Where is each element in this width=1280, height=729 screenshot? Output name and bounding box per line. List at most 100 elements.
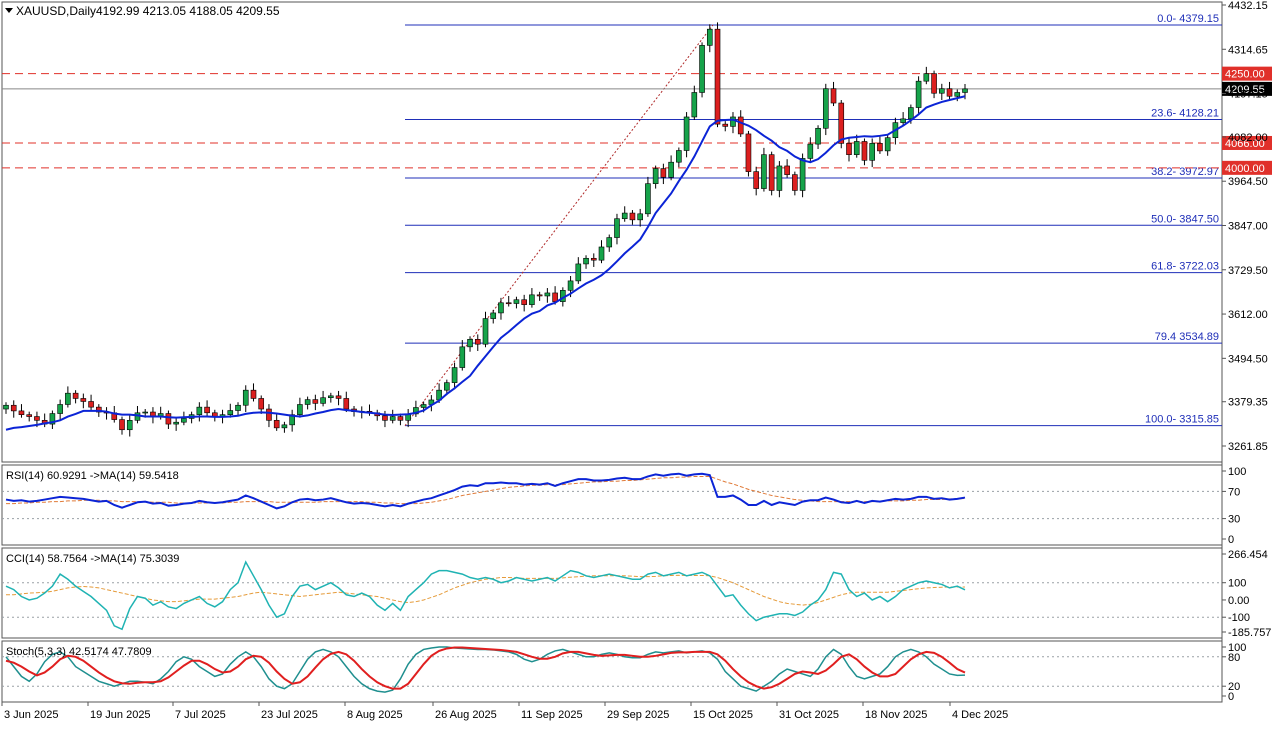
rsi-tick-label: 100 bbox=[1228, 466, 1246, 478]
candle-body bbox=[884, 137, 891, 152]
candle-body bbox=[389, 416, 396, 421]
candle-body bbox=[498, 302, 504, 314]
time-tick-label: 29 Sep 2025 bbox=[607, 709, 669, 721]
candle-body bbox=[652, 168, 659, 184]
time-tick-label: 3 Jun 2025 bbox=[4, 709, 58, 721]
candle-body bbox=[691, 92, 698, 118]
candle-body bbox=[513, 299, 520, 304]
candle-body bbox=[235, 404, 241, 411]
time-tick-label: 8 Aug 2025 bbox=[347, 709, 403, 721]
level-tag bbox=[1222, 135, 1272, 150]
fib-label: 79.4 3534.89 bbox=[1155, 331, 1219, 343]
candle-body bbox=[482, 318, 489, 345]
candle-body bbox=[799, 158, 806, 191]
rsi-tick-label: 0 bbox=[1228, 534, 1234, 546]
price-tick-label: 4197.15 bbox=[1228, 89, 1268, 101]
level-tag-label: 4066.00 bbox=[1225, 138, 1265, 150]
candle-body bbox=[34, 416, 40, 421]
stoch-label: Stoch(5,3,3) 42.5174 47.7809 bbox=[6, 646, 152, 658]
candle-body bbox=[753, 171, 759, 189]
cci-tick-label: -185.757 bbox=[1228, 627, 1271, 639]
cci-tick-label: -100 bbox=[1228, 612, 1250, 624]
current-price-tag bbox=[1222, 81, 1272, 96]
candle-body bbox=[730, 116, 736, 127]
price-tick-label: 3494.50 bbox=[1228, 353, 1268, 365]
candle-body bbox=[714, 28, 721, 125]
candle-body bbox=[451, 367, 458, 383]
candle-body bbox=[65, 392, 71, 405]
candle-body bbox=[567, 280, 574, 291]
time-tick-label: 11 Sep 2025 bbox=[521, 709, 583, 721]
candle-body bbox=[397, 416, 404, 421]
candle-body bbox=[3, 404, 9, 410]
candle-body bbox=[614, 218, 620, 238]
fib-trendline bbox=[404, 24, 714, 426]
candle-body bbox=[26, 414, 33, 417]
candle-body bbox=[57, 404, 63, 414]
stoch-tick-label: 100 bbox=[1228, 642, 1246, 654]
candle-body bbox=[745, 133, 752, 172]
time-tick-label: 7 Jul 2025 bbox=[175, 709, 226, 721]
cci-tick-label: 100 bbox=[1228, 578, 1246, 590]
dropdown-triangle-icon[interactable] bbox=[5, 8, 13, 13]
candle-body bbox=[459, 346, 466, 368]
rsi-tick-label: 30 bbox=[1228, 514, 1240, 526]
rsi-tick-label: 70 bbox=[1228, 486, 1240, 498]
time-tick-label: 15 Oct 2025 bbox=[693, 709, 753, 721]
candle-body bbox=[830, 88, 837, 104]
fib-label: 100.0- 3315.85 bbox=[1145, 414, 1219, 426]
candle-body bbox=[304, 399, 311, 405]
candle-body bbox=[784, 165, 790, 175]
candle-body bbox=[598, 246, 605, 261]
price-tick-label: 4082.00 bbox=[1228, 132, 1268, 144]
candle-body bbox=[815, 127, 821, 145]
time-tick-label: 4 Dec 2025 bbox=[952, 709, 1008, 721]
candle-body bbox=[320, 397, 326, 404]
candle-body bbox=[382, 415, 388, 421]
candle-body bbox=[575, 263, 582, 282]
candle-body bbox=[737, 116, 744, 135]
candle-body bbox=[846, 143, 852, 155]
level-tag-label: 4250.00 bbox=[1225, 69, 1265, 81]
candle-body bbox=[258, 398, 265, 410]
candle-body bbox=[126, 420, 133, 431]
level-tag bbox=[1222, 66, 1272, 81]
candle-body bbox=[242, 389, 249, 406]
cci-ma-line bbox=[6, 574, 966, 606]
level-tag bbox=[1222, 160, 1272, 175]
candle-body bbox=[915, 80, 922, 108]
candle-body bbox=[676, 150, 682, 163]
candle-body bbox=[250, 389, 257, 399]
candle-body bbox=[583, 257, 589, 265]
candle-body bbox=[660, 168, 667, 178]
cci-line bbox=[5, 560, 966, 631]
fib-label: 23.6- 4128.21 bbox=[1151, 108, 1219, 120]
candle-body bbox=[807, 143, 814, 159]
time-tick-label: 23 Jul 2025 bbox=[261, 709, 318, 721]
cci-tick-label: 0.00 bbox=[1228, 595, 1249, 607]
candle-body bbox=[668, 161, 674, 178]
stoch-tick-label: 0 bbox=[1228, 691, 1234, 703]
price-tick-label: 3729.50 bbox=[1228, 265, 1268, 277]
candle-body bbox=[96, 406, 102, 413]
candle-body bbox=[119, 419, 125, 431]
candle-body bbox=[343, 398, 350, 410]
candle-body bbox=[822, 88, 829, 129]
candle-body bbox=[637, 213, 643, 221]
candle-body bbox=[900, 118, 906, 123]
ohlc-readout: 4192.99 4213.05 4188.05 4209.55 bbox=[96, 4, 280, 18]
candle-body bbox=[962, 88, 968, 93]
candle-body bbox=[683, 116, 690, 151]
candle-body bbox=[467, 339, 473, 348]
candle-body bbox=[923, 73, 930, 82]
time-tick-label: 31 Oct 2025 bbox=[779, 709, 839, 721]
candle-body bbox=[621, 212, 628, 220]
time-tick-label: 18 Nov 2025 bbox=[865, 709, 927, 721]
candle-body bbox=[706, 28, 713, 46]
candle-body bbox=[165, 413, 172, 425]
price-tick-label: 3847.00 bbox=[1228, 221, 1268, 233]
candle-body bbox=[181, 418, 187, 423]
ma-line bbox=[5, 95, 966, 431]
